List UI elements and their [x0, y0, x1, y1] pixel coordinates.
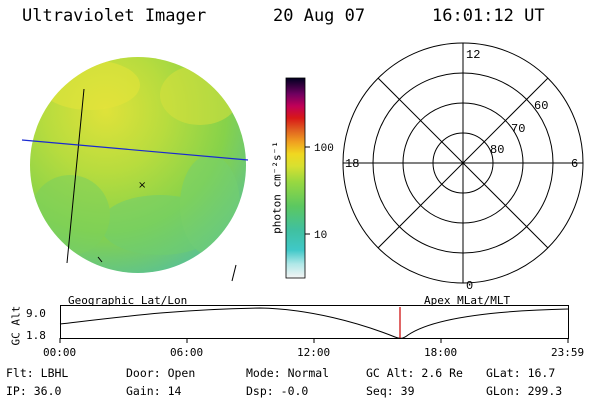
x-tick-label-4: 23:59 — [551, 346, 585, 359]
polar-diag-2 — [377, 77, 549, 249]
footer-value: Open — [167, 366, 196, 380]
lat-label-80: 80 — [490, 143, 504, 157]
footer-key: Door: — [126, 366, 161, 380]
header-date: 20 Aug 07 — [273, 6, 366, 26]
footer-gain: Gain: 14 — [126, 384, 181, 398]
footer-key: GLon: — [486, 384, 521, 398]
orbit-axis-title: GC Alt — [9, 305, 23, 346]
footer-value: LBHL — [40, 366, 69, 380]
colorbar-scale — [285, 77, 306, 279]
x-tick-label-0: 00:00 — [43, 346, 77, 359]
mlt-label-6: 6 — [571, 157, 578, 171]
footer-value: Normal — [287, 366, 330, 380]
edge-tick-right — [231, 264, 237, 282]
footer-ip: IP: 36.0 — [6, 384, 61, 398]
colorbar: 100 10 — [285, 77, 334, 279]
app-title: Ultraviolet Imager — [22, 6, 207, 26]
footer-value: 14 — [167, 384, 182, 398]
geo-longitude-line — [66, 88, 85, 264]
footer-glat: GLat: 16.7 — [486, 366, 555, 380]
footer-seq: Seq: 39 — [366, 384, 415, 398]
footer-door: Door: Open — [126, 366, 195, 380]
footer-glon: GLon: 299.3 — [486, 384, 562, 398]
footer-gc-alt: GC Alt: 2.6 Re — [366, 366, 463, 380]
orbit-y-tick-bottom: 1.8 — [26, 329, 46, 342]
footer-value: 2.6 Re — [421, 366, 463, 380]
footer-key: IP: — [6, 384, 27, 398]
orbit-right-label: Apex MLat/MLT — [424, 294, 511, 307]
footer-key: Flt: — [6, 366, 34, 380]
orbit-altitude-plot — [59, 305, 569, 343]
footer-mode: Mode: Normal — [246, 366, 329, 380]
orbit-plot-frame — [60, 305, 569, 339]
footer-key: Dsp: — [246, 384, 274, 398]
imager-disk: × — [21, 57, 249, 282]
footer-key: Seq: — [366, 384, 394, 398]
footer-value: 16.7 — [527, 366, 556, 380]
mlt-label-12: 12 — [466, 48, 480, 62]
x-tick-label-1: 06:00 — [170, 346, 204, 359]
footer-value: 299.3 — [527, 384, 563, 398]
polar-grid: 12 18 6 0 60 70 80 — [342, 42, 584, 293]
colorbar-label: photon cm⁻²s⁻¹ — [270, 141, 284, 234]
mlt-label-0: 0 — [466, 279, 473, 293]
footer-key: GLat: — [486, 366, 521, 380]
footer-key: Gain: — [126, 384, 161, 398]
orbit-altitude-curve — [59, 307, 569, 339]
lat-label-70: 70 — [511, 122, 525, 136]
footer-dsp: Dsp: -0.0 — [246, 384, 308, 398]
colorbar-tick-label-100: 100 — [314, 143, 334, 155]
footer-flt: Flt: LBHL — [6, 366, 68, 380]
lat-label-60: 60 — [534, 99, 548, 113]
footer-value: -0.0 — [280, 384, 309, 398]
x-tick-label-2: 12:00 — [297, 346, 331, 359]
footer-value: 39 — [400, 384, 415, 398]
colorbar-tick-label-10: 10 — [314, 230, 327, 242]
mlt-label-18: 18 — [345, 157, 359, 171]
orbit-y-tick-top: 9.0 — [26, 307, 46, 320]
footer-value: 36.0 — [33, 384, 62, 398]
footer-key: GC Alt: — [366, 366, 415, 380]
edge-tick-left — [97, 256, 103, 263]
disk-marker: × — [138, 180, 146, 191]
footer-key: Mode: — [246, 366, 281, 380]
x-tick-label-3: 18:00 — [424, 346, 458, 359]
geo-latitude-line — [21, 139, 249, 161]
orbit-left-label: Geographic Lat/Lon — [68, 294, 188, 307]
header-time: 16:01:12 UT — [432, 6, 545, 26]
